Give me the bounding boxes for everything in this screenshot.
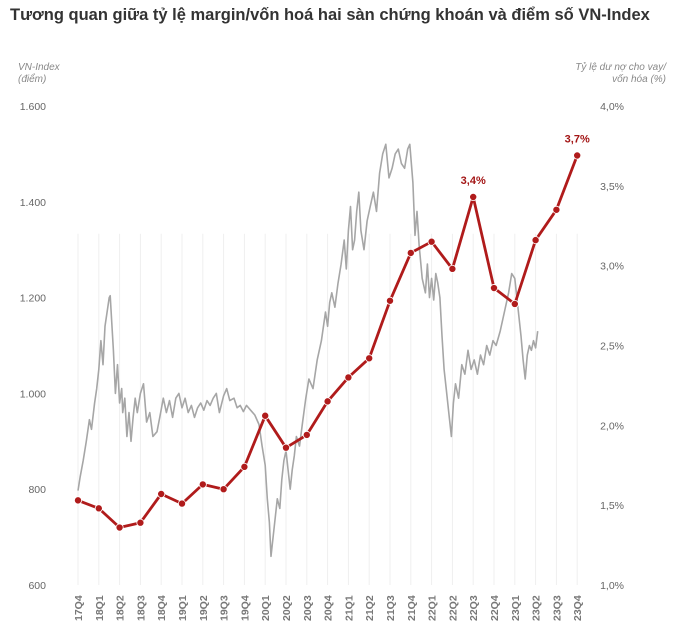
margin-ratio-point — [136, 518, 145, 527]
margin-ratio-point — [74, 496, 83, 505]
x-axis-tick-label: 23Q2 — [531, 595, 543, 621]
margin-ratio-point — [157, 489, 166, 498]
x-axis-tick-label: 21Q4 — [406, 595, 418, 621]
margin-ratio-point — [510, 299, 519, 308]
left-axis-ticks: 600 800 1.000 1.200 1.400 1.600 — [20, 101, 46, 592]
x-axis-tick-label: 20Q2 — [281, 595, 293, 621]
right-axis-tick-label: 2,5% — [600, 341, 624, 353]
left-axis-tick-label: 1.600 — [20, 101, 46, 113]
x-axis-tick-label: 18Q4 — [156, 595, 168, 621]
margin-ratio-point — [323, 397, 332, 406]
right-axis-title-line-1: Tỷ lệ dư nợ cho vay/ — [575, 62, 666, 73]
chart-title: Tương quan giữa tỷ lệ margin/vốn hoá hai… — [10, 6, 650, 24]
right-axis-ticks: 1,0% 1,5% 2,0% 2,5% 3,0% 3,5% 4,0% — [600, 101, 624, 592]
right-axis-tick-label: 4,0% — [600, 101, 624, 113]
x-axis-tick-label: 19Q2 — [198, 595, 210, 621]
x-axis-tick-label: 19Q4 — [239, 595, 251, 621]
margin-ratio-point — [573, 151, 582, 160]
right-axis-tick-label: 1,5% — [600, 500, 624, 512]
right-axis-tick-label: 2,0% — [600, 420, 624, 432]
x-axis-tick-label: 23Q1 — [510, 595, 522, 621]
margin-ratio-point — [302, 430, 311, 439]
right-axis-title-line-2: vốn hóa (%) — [612, 74, 666, 85]
annotation-label: 3,7% — [565, 133, 590, 145]
right-axis-tick-label: 3,0% — [600, 261, 624, 273]
x-axis-tick-label: 21Q1 — [343, 595, 355, 621]
x-axis-tick-label: 22Q4 — [489, 595, 501, 621]
margin-ratio-series — [74, 151, 582, 532]
left-axis-tick-label: 1.200 — [20, 293, 46, 305]
x-axis-tick-label: 19Q1 — [177, 595, 189, 621]
right-axis-tick-label: 3,5% — [600, 181, 624, 193]
x-axis-tick-label: 22Q1 — [427, 595, 439, 621]
x-axis-tick-label: 22Q2 — [447, 595, 459, 621]
category-gridlines — [77, 233, 578, 585]
margin-ratio-point — [427, 237, 436, 246]
annotation-label: 3,4% — [461, 175, 486, 187]
margin-ratio-point — [240, 462, 249, 471]
margin-ratio-point — [531, 236, 540, 245]
x-axis-tick-label: 20Q3 — [302, 595, 314, 621]
margin-ratio-point — [448, 264, 457, 273]
vnindex-line — [77, 143, 539, 558]
left-axis-tick-label: 1.000 — [20, 388, 46, 400]
annotations: 3,4% 3,7% — [461, 133, 590, 187]
margin-ratio-point — [552, 205, 561, 214]
margin-ratio-point — [385, 296, 394, 305]
margin-ratio-point — [219, 485, 228, 494]
margin-ratio-point — [198, 480, 207, 489]
left-axis-tick-label: 800 — [28, 484, 46, 496]
left-axis-tick-label: 600 — [28, 580, 46, 592]
margin-ratio-point — [365, 354, 374, 363]
x-axis-tick-label: 20Q4 — [323, 595, 335, 621]
x-axis-tick-label: 23Q4 — [572, 595, 584, 621]
x-axis-tick-label: 18Q1 — [94, 595, 106, 621]
left-axis-title: VN-Index (điểm) — [18, 62, 60, 86]
x-axis-tick-label: 18Q2 — [115, 595, 127, 621]
right-axis-title: Tỷ lệ dư nợ cho vay/ vốn hóa (%) — [575, 62, 666, 86]
margin-ratio-point — [261, 411, 270, 420]
margin-ratio-point — [469, 193, 478, 202]
x-axis-tick-label: 22Q3 — [468, 595, 480, 621]
margin-ratio-point — [406, 248, 415, 257]
margin-ratio-point — [489, 284, 498, 293]
margin-ratio-point — [115, 523, 124, 532]
x-axis-tick-label: 17Q4 — [73, 595, 85, 621]
left-axis-tick-label: 1.400 — [20, 197, 46, 209]
margin-ratio-point — [177, 499, 186, 508]
x-axis-ticks: 17Q4 18Q1 18Q2 18Q3 18Q4 19Q1 19Q2 19Q3 19Q4 20Q1… — [73, 595, 584, 621]
left-axis-title-line-1: VN-Index — [18, 62, 60, 73]
left-axis-title-line-2: (điểm) — [18, 74, 47, 85]
margin-ratio-point — [344, 373, 353, 382]
vnindex-series — [77, 143, 539, 558]
x-axis-tick-label: 21Q3 — [385, 595, 397, 621]
margin-ratio-point — [281, 443, 290, 452]
x-axis-tick-label: 19Q3 — [219, 595, 231, 621]
x-axis-tick-label: 21Q2 — [364, 595, 376, 621]
x-axis-tick-label: 23Q3 — [551, 595, 563, 621]
margin-ratio-point — [94, 504, 103, 513]
right-axis-tick-label: 1,0% — [600, 580, 624, 592]
x-axis-tick-label: 18Q3 — [135, 595, 147, 621]
x-axis-tick-label: 20Q1 — [260, 595, 272, 621]
